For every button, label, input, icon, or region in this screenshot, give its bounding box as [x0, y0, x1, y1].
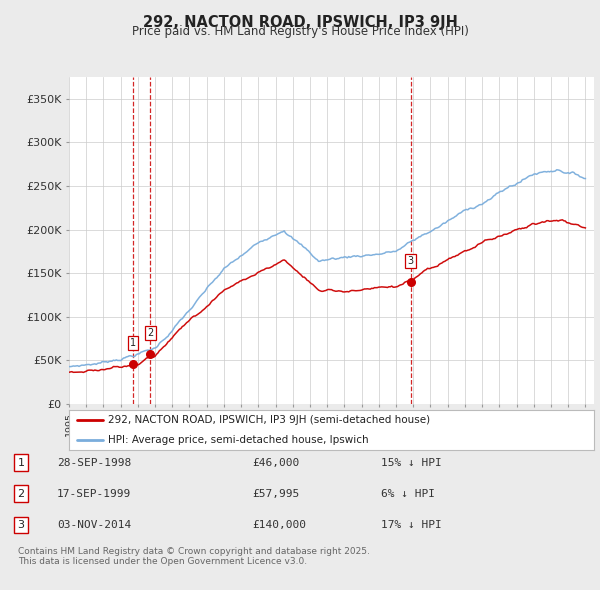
Text: 03-NOV-2014: 03-NOV-2014: [57, 520, 131, 530]
Text: Contains HM Land Registry data © Crown copyright and database right 2025.: Contains HM Land Registry data © Crown c…: [18, 547, 370, 556]
Text: This data is licensed under the Open Government Licence v3.0.: This data is licensed under the Open Gov…: [18, 558, 307, 566]
Text: £57,995: £57,995: [252, 489, 299, 499]
Text: 28-SEP-1998: 28-SEP-1998: [57, 458, 131, 467]
Text: 2: 2: [17, 489, 25, 499]
Text: 17% ↓ HPI: 17% ↓ HPI: [381, 520, 442, 530]
Text: £140,000: £140,000: [252, 520, 306, 530]
Text: 2: 2: [147, 328, 154, 338]
Text: Price paid vs. HM Land Registry's House Price Index (HPI): Price paid vs. HM Land Registry's House …: [131, 25, 469, 38]
Text: 17-SEP-1999: 17-SEP-1999: [57, 489, 131, 499]
Text: HPI: Average price, semi-detached house, Ipswich: HPI: Average price, semi-detached house,…: [109, 435, 369, 445]
Text: 6% ↓ HPI: 6% ↓ HPI: [381, 489, 435, 499]
Text: 1: 1: [130, 338, 136, 348]
Text: 3: 3: [407, 256, 413, 266]
Text: 292, NACTON ROAD, IPSWICH, IP3 9JH: 292, NACTON ROAD, IPSWICH, IP3 9JH: [143, 15, 457, 30]
Text: 292, NACTON ROAD, IPSWICH, IP3 9JH (semi-detached house): 292, NACTON ROAD, IPSWICH, IP3 9JH (semi…: [109, 415, 431, 425]
Text: £46,000: £46,000: [252, 458, 299, 467]
Text: 15% ↓ HPI: 15% ↓ HPI: [381, 458, 442, 467]
Text: 1: 1: [17, 458, 25, 467]
Text: 3: 3: [17, 520, 25, 530]
